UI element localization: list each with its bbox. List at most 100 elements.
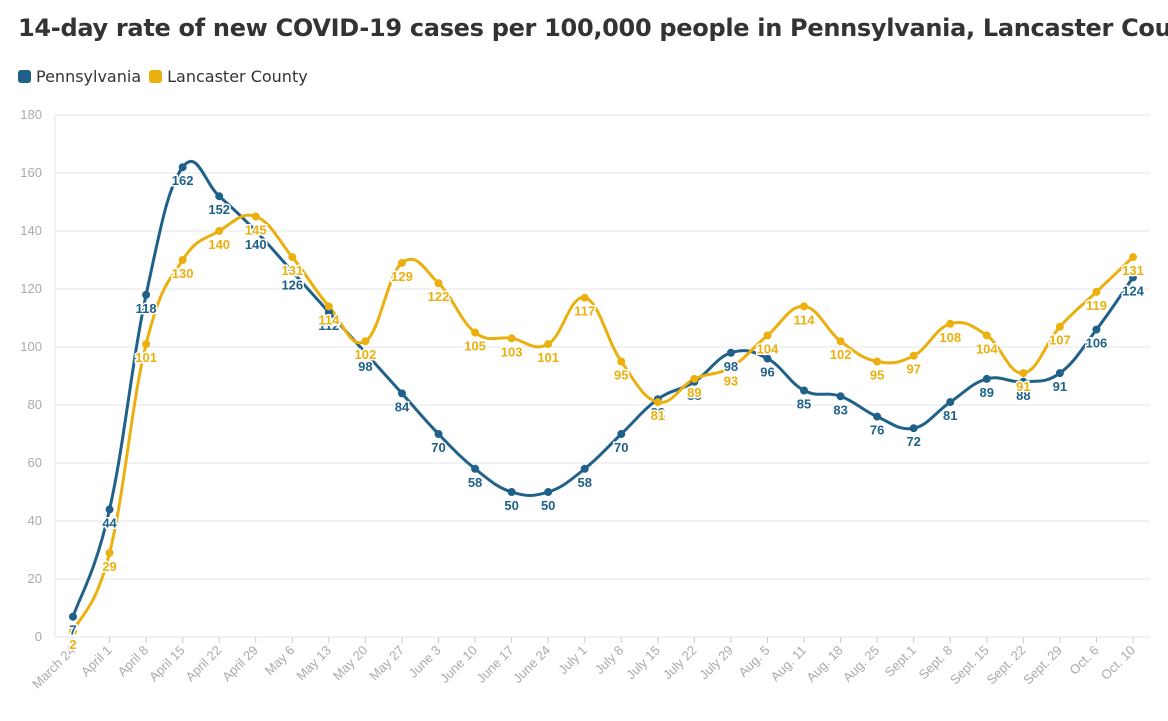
data-point-lancaster-county-23 (909, 351, 918, 360)
data-label-pennsylvania-15: 70 (614, 440, 628, 455)
data-point-lancaster-county-5 (251, 212, 260, 221)
data-point-pennsylvania-5 (251, 227, 260, 235)
x-tick-label-27: Sept. 29 (1020, 643, 1065, 688)
x-tick-label-26: Sept. 22 (984, 643, 1029, 688)
data-label-pennsylvania-20: 85 (797, 397, 811, 412)
data-label-lancaster-county-13: 101 (537, 350, 559, 365)
data-point-pennsylvania-12 (507, 488, 516, 496)
data-point-pennsylvania-21 (836, 392, 845, 401)
legend-label-pennsylvania: Pennsylvania (36, 67, 142, 86)
x-tick-label-3: April 15 (146, 643, 188, 685)
data-point-lancaster-county-12 (507, 334, 516, 343)
data-label-pennsylvania-5: 140 (245, 237, 267, 252)
data-label-pennsylvania-2: 118 (136, 301, 157, 316)
data-label-lancaster-county-6: 131 (281, 263, 303, 278)
data-label-lancaster-county-5: 145 (245, 223, 267, 238)
x-tick-label-7: May 13 (293, 643, 334, 684)
data-label-pennsylvania-18: 98 (724, 359, 738, 374)
legend-item-pennsylvania[interactable]: Pennsylvania (18, 67, 141, 86)
data-label-lancaster-county-23: 97 (906, 362, 920, 377)
data-point-lancaster-county-8 (361, 337, 370, 346)
x-tick-label-16: July 15 (623, 643, 663, 683)
data-label-pennsylvania-16: 82 (651, 405, 665, 420)
x-tick-label-22: Aug. 25 (840, 643, 882, 685)
data-point-pennsylvania-1 (105, 505, 114, 514)
data-label-lancaster-county-2: 101 (135, 350, 157, 365)
x-tick-label-23: Sept.1 (882, 643, 919, 680)
data-label-lancaster-county-21: 102 (830, 347, 852, 362)
data-label-lancaster-county-4: 140 (208, 237, 230, 252)
data-point-lancaster-county-9 (397, 258, 406, 267)
data-point-pennsylvania-14 (580, 464, 589, 473)
data-label-pennsylvania-10: 70 (431, 440, 445, 455)
data-point-pennsylvania-15 (617, 430, 626, 438)
data-label-lancaster-county-11: 105 (464, 339, 486, 354)
data-point-pennsylvania-10 (434, 430, 443, 438)
x-tick-label-28: Oct. 6 (1066, 643, 1101, 678)
data-label-lancaster-county-8: 102 (355, 347, 377, 362)
data-point-pennsylvania-24 (946, 398, 955, 407)
data-point-pennsylvania-13 (544, 488, 553, 496)
data-point-pennsylvania-26 (1019, 377, 1028, 386)
x-tick-label-20: Aug. 11 (768, 643, 810, 685)
data-label-lancaster-county-27: 107 (1049, 333, 1071, 348)
data-label-lancaster-county-12: 103 (501, 344, 523, 359)
data-point-lancaster-county-10 (434, 279, 443, 288)
data-point-lancaster-county-26 (1019, 369, 1028, 378)
data-point-pennsylvania-8 (361, 348, 370, 357)
x-tick-label-13: June 24 (510, 643, 553, 686)
y-tick-label-0: 0 (35, 629, 42, 644)
legend-item-lancaster-county[interactable]: Lancaster County (149, 67, 308, 86)
data-point-lancaster-county-19 (763, 331, 772, 340)
data-label-pennsylvania-28: 106 (1086, 336, 1108, 351)
y-tick-label-120: 120 (20, 281, 42, 296)
data-point-lancaster-county-21 (836, 337, 845, 346)
series-line-lancaster-county (71, 213, 1135, 633)
data-point-lancaster-county-16 (653, 398, 662, 407)
data-point-lancaster-county-27 (1055, 322, 1064, 331)
data-point-pennsylvania-7 (324, 308, 333, 317)
data-label-lancaster-county-7: 114 (318, 312, 340, 327)
data-label-pennsylvania-17: 88 (687, 388, 701, 403)
data-point-pennsylvania-29 (1129, 273, 1137, 282)
data-label-pennsylvania-1: 44 (102, 515, 117, 530)
data-label-lancaster-county-15: 95 (614, 368, 628, 383)
data-label-lancaster-county-24: 108 (939, 330, 961, 345)
y-tick-label-40: 40 (28, 513, 42, 528)
data-point-lancaster-county-6 (288, 253, 297, 262)
x-tick-label-25: Sept. 15 (947, 643, 992, 688)
data-point-lancaster-county-17 (690, 374, 699, 383)
legend-label-lancaster-county: Lancaster County (167, 67, 308, 86)
x-tick-label-9: May 27 (366, 643, 407, 684)
data-point-pennsylvania-22 (873, 412, 882, 421)
x-tick-label-12: June 17 (473, 643, 516, 686)
data-point-pennsylvania-20 (800, 386, 809, 395)
data-label-lancaster-county-18: 93 (724, 373, 738, 388)
data-label-lancaster-county-14: 117 (574, 304, 595, 319)
x-tick-label-17: July 22 (660, 643, 700, 683)
data-label-lancaster-county-16: 81 (651, 408, 665, 423)
data-point-lancaster-county-29 (1129, 253, 1137, 262)
data-label-pennsylvania-11: 58 (468, 475, 482, 490)
data-point-lancaster-county-15 (617, 357, 626, 366)
data-point-lancaster-county-22 (873, 357, 882, 366)
data-label-lancaster-county-17: 89 (687, 385, 701, 400)
data-label-pennsylvania-25: 89 (980, 385, 994, 400)
data-label-lancaster-county-0: 2 (69, 637, 76, 652)
data-label-lancaster-county-1: 29 (102, 559, 116, 574)
x-tick-label-14: July 1 (555, 643, 590, 678)
data-point-pennsylvania-6 (288, 267, 297, 276)
data-label-pennsylvania-0: 7 (69, 623, 76, 638)
data-label-lancaster-county-20: 114 (794, 312, 816, 327)
legend-swatch-lancaster-county (149, 70, 163, 83)
x-tick-label-5: April 29 (219, 643, 261, 685)
data-point-lancaster-county-28 (1092, 287, 1101, 296)
data-point-lancaster-county-7 (324, 302, 333, 311)
data-label-pennsylvania-6: 126 (281, 278, 303, 293)
y-tick-label-140: 140 (20, 223, 42, 238)
data-point-lancaster-county-4 (215, 227, 224, 235)
data-label-lancaster-county-10: 122 (428, 289, 450, 304)
data-point-lancaster-county-20 (800, 302, 809, 311)
data-point-lancaster-county-18 (726, 363, 735, 372)
